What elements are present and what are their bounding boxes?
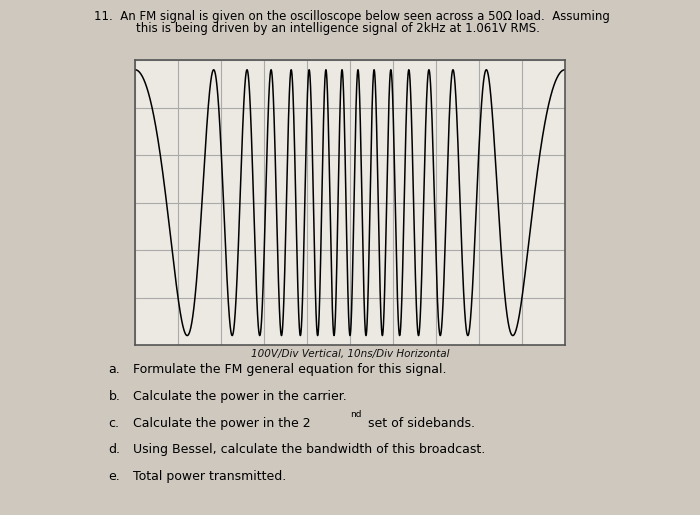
Text: Using Bessel, calculate the bandwidth of this broadcast.: Using Bessel, calculate the bandwidth of… xyxy=(133,443,485,456)
Text: nd: nd xyxy=(350,410,361,419)
Text: a.: a. xyxy=(108,363,120,376)
Text: b.: b. xyxy=(108,390,120,403)
Text: Calculate the power in the 2: Calculate the power in the 2 xyxy=(133,417,311,430)
Text: Total power transmitted.: Total power transmitted. xyxy=(133,470,286,483)
Text: c.: c. xyxy=(108,417,120,430)
Text: 100V/Div Vertical, 10ns/Div Horizontal: 100V/Div Vertical, 10ns/Div Horizontal xyxy=(251,349,449,359)
Text: d.: d. xyxy=(108,443,120,456)
Text: Formulate the FM general equation for this signal.: Formulate the FM general equation for th… xyxy=(133,363,447,376)
Text: 11.  An FM signal is given on the oscilloscope below seen across a 50Ω load.  As: 11. An FM signal is given on the oscillo… xyxy=(94,10,610,23)
Text: set of sidebands.: set of sidebands. xyxy=(364,417,475,430)
Text: e.: e. xyxy=(108,470,120,483)
Text: this is being driven by an intelligence signal of 2kHz at 1.061V RMS.: this is being driven by an intelligence … xyxy=(136,22,540,35)
Text: Calculate the power in the carrier.: Calculate the power in the carrier. xyxy=(133,390,346,403)
